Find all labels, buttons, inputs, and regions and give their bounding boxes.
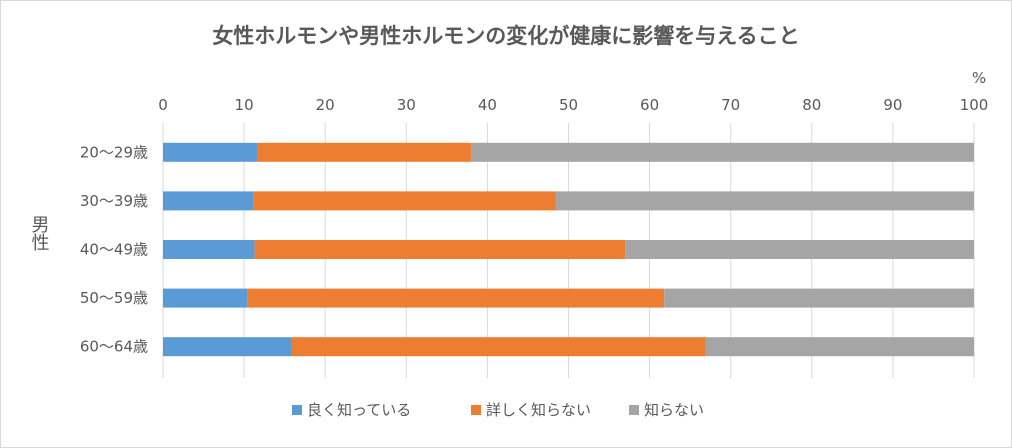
bar-segment-3 bbox=[625, 240, 974, 259]
bar-segment-3 bbox=[705, 337, 974, 357]
x-tick-label: 60 bbox=[640, 96, 659, 114]
category-label: 20～29歳 bbox=[80, 143, 148, 161]
bar-segment-1 bbox=[163, 288, 248, 308]
bar-segment-3 bbox=[555, 191, 974, 211]
x-tick-label: 80 bbox=[802, 96, 821, 114]
legend-label: 良く知っている bbox=[307, 401, 411, 419]
chart-title: 女性ホルモンや男性ホルモンの変化が健康に影響を与えること bbox=[212, 24, 799, 48]
bar-segment-1 bbox=[163, 337, 292, 357]
legend-label: 知らない bbox=[644, 401, 704, 419]
bar-segment-1 bbox=[163, 191, 254, 211]
x-tick-label: 30 bbox=[397, 96, 416, 114]
bar-segment-2 bbox=[247, 288, 665, 308]
bar-segment-1 bbox=[163, 240, 255, 259]
bar-segment-1 bbox=[163, 142, 258, 162]
bar-segment-2 bbox=[291, 337, 706, 357]
x-axis-unit-label: % bbox=[972, 69, 986, 87]
bars bbox=[163, 142, 974, 357]
x-tick-label: 20 bbox=[316, 96, 335, 114]
category-label: 40～49歳 bbox=[80, 241, 148, 259]
x-tick-label: 50 bbox=[559, 96, 578, 114]
category-label: 60～64歳 bbox=[80, 338, 148, 356]
x-tick-label: 40 bbox=[478, 96, 497, 114]
bar-segment-2 bbox=[257, 142, 472, 162]
x-tick-label: 10 bbox=[235, 96, 254, 114]
bar-segment-2 bbox=[254, 240, 626, 259]
x-axis-ticks: 0 10 20 30 40 50 60 70 80 90 100 bbox=[158, 96, 988, 114]
bar-segment-2 bbox=[253, 191, 556, 211]
y-axis-categories: 20～29歳 30～39歳 40～49歳 50～59歳 60～64歳 bbox=[80, 143, 148, 355]
bar-segment-3 bbox=[471, 142, 974, 162]
legend: 良く知っている 詳しく知らない 知らない bbox=[292, 401, 704, 419]
legend-swatch bbox=[292, 405, 302, 415]
x-tick-label: 70 bbox=[721, 96, 740, 114]
legend-swatch bbox=[629, 405, 639, 415]
category-label: 30～39歳 bbox=[80, 192, 148, 210]
legend-label: 詳しく知らない bbox=[486, 401, 591, 419]
x-tick-label: 0 bbox=[158, 96, 168, 114]
category-label: 50～59歳 bbox=[80, 289, 148, 307]
y-axis-group-label: 男性 bbox=[29, 215, 50, 251]
bar-segment-3 bbox=[664, 288, 974, 308]
x-tick-label: 90 bbox=[883, 96, 902, 114]
x-tick-label: 100 bbox=[960, 96, 989, 114]
legend-swatch bbox=[471, 405, 481, 415]
